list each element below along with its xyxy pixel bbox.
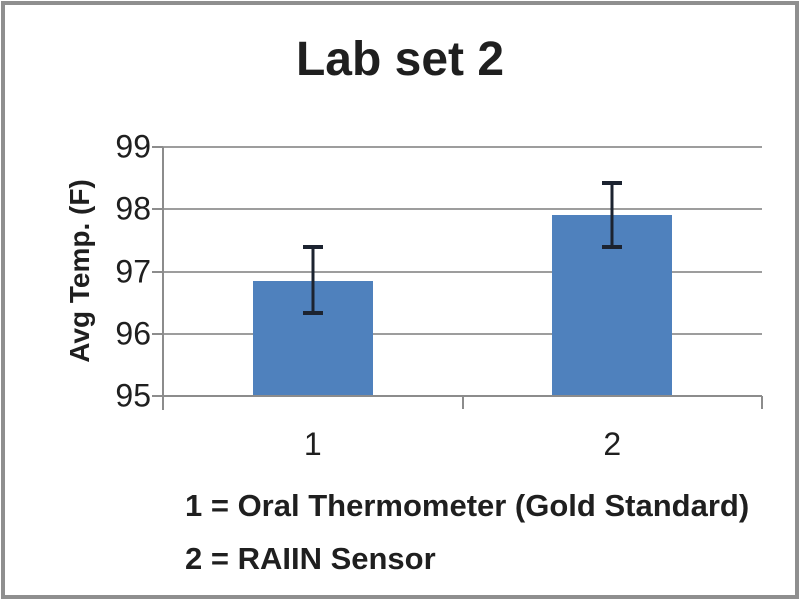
y-tick-mark — [152, 270, 163, 273]
error-bar-line — [610, 183, 614, 248]
error-bar-cap-top — [602, 181, 623, 186]
x-tick-label: 1 — [303, 426, 322, 462]
error-bar-cap-bottom — [302, 311, 323, 316]
gridline — [163, 270, 762, 273]
legend-note-line-2: 2 = RAIIN Sensor — [185, 541, 436, 576]
error-bar-cap-bottom — [602, 245, 623, 250]
legend-note-line-1: 1 = Oral Thermometer (Gold Standard) — [185, 488, 750, 523]
y-tick-mark — [152, 146, 163, 148]
y-tick-label: 97 — [115, 253, 151, 289]
x-tick-mark — [761, 396, 763, 409]
gridline — [163, 208, 762, 211]
y-tick-mark — [152, 208, 163, 211]
x-axis-line — [163, 395, 762, 397]
error-bar-cap-top — [302, 245, 323, 250]
y-axis-line — [162, 147, 164, 410]
y-tick-mark — [152, 332, 163, 335]
y-tick-mark — [152, 395, 163, 397]
x-tick-label: 2 — [603, 426, 622, 462]
chart-title: Lab set 2 — [295, 33, 505, 86]
y-tick-label: 95 — [115, 377, 151, 414]
gridline — [163, 332, 762, 335]
plot-area: 99 98 97 96 95 1 2 — [115, 129, 763, 462]
x-tick-mark — [461, 396, 464, 409]
y-axis-title: Avg Temp. (F) — [64, 179, 95, 363]
y-tick-label: 98 — [115, 190, 151, 227]
y-tick-label: 99 — [115, 128, 151, 165]
error-bar-line — [311, 247, 315, 314]
gridline — [163, 146, 762, 148]
y-tick-label: 96 — [115, 315, 151, 352]
legend-note: 1 = Oral Thermometer (Gold Standard) 2 =… — [185, 479, 749, 585]
